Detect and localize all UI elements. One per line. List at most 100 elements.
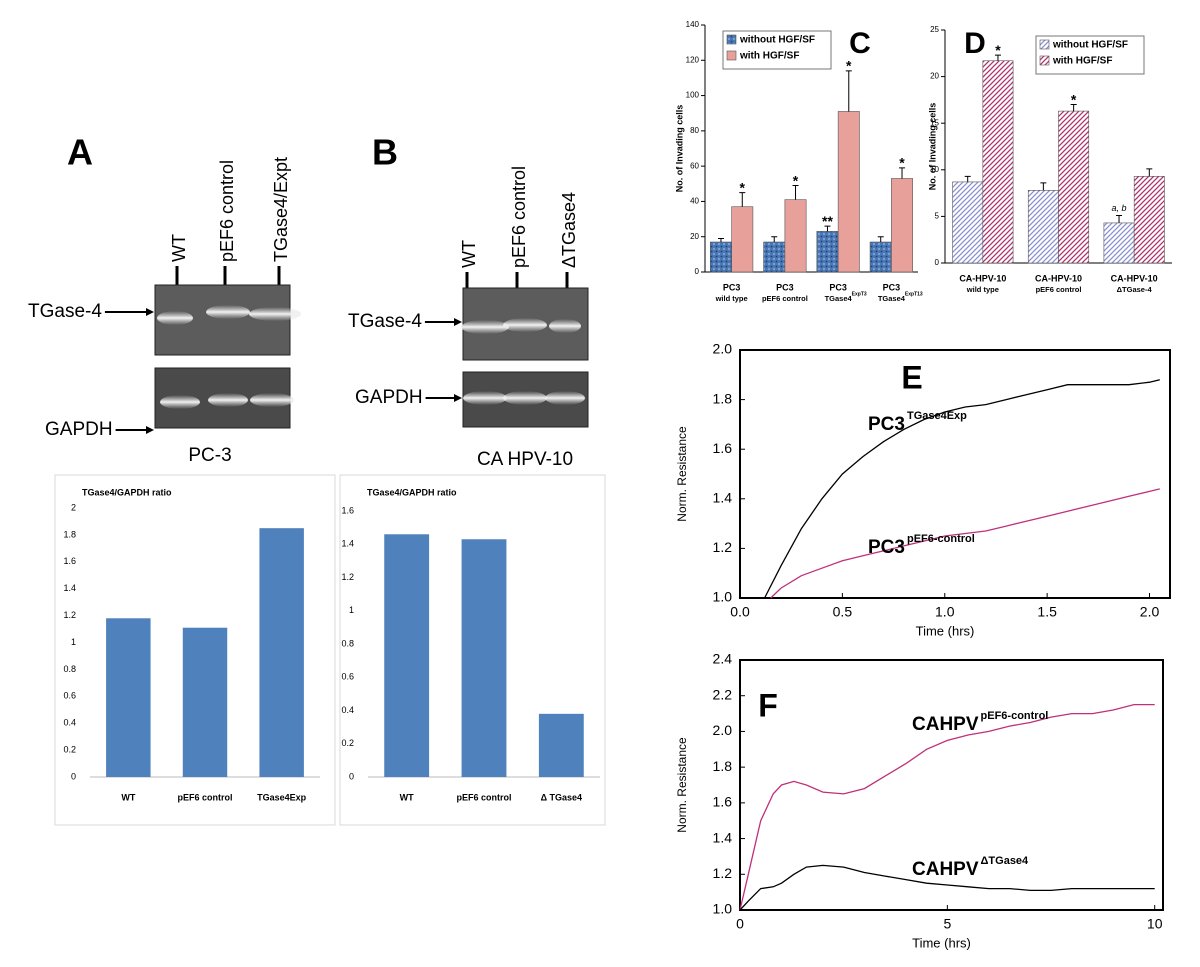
plot-frame (739, 349, 1171, 599)
gel-band (249, 307, 301, 321)
y-axis-label: No. of Invading cells (674, 105, 684, 193)
y-tick-label: 1.6 (63, 556, 76, 566)
cell-line: CA HPV-10 (477, 449, 573, 470)
y-tick-label: 1.2 (713, 865, 733, 881)
y-tick-label: 1.4 (713, 490, 733, 506)
error-bar (1146, 168, 1153, 177)
x-tick-label: CA-HPV-10 (1035, 273, 1082, 283)
bar (731, 206, 754, 273)
y-tick-label: 20 (690, 232, 699, 241)
y-tick-label: 120 (686, 55, 700, 64)
bar (869, 241, 892, 273)
y-tick-label: 2.0 (713, 722, 733, 738)
y-tick-label: 2 (71, 502, 76, 512)
y-tick-label: 0.2 (63, 744, 76, 754)
band-arrowhead (146, 308, 154, 316)
bar (1027, 190, 1059, 264)
bar (259, 528, 304, 777)
bar (1133, 176, 1165, 264)
bar (710, 241, 732, 273)
y-tick-label: 1.8 (713, 758, 733, 774)
y-tick-label: 2.0 (713, 341, 733, 357)
x-tick-label: TGase4Exp (257, 792, 307, 802)
y-tick-label: 0.6 (341, 672, 354, 682)
y-tick-label: 1 (71, 637, 76, 647)
error-bar (1040, 182, 1047, 191)
x-tick-label: TGase4 (825, 294, 853, 303)
data-line (764, 379, 1160, 599)
y-tick-label: 0 (71, 771, 76, 781)
lane-label: ΔTGase4 (559, 192, 579, 268)
bar (891, 178, 913, 273)
x-tick-label: 0.5 (833, 604, 853, 620)
bar (784, 199, 807, 273)
data-line (770, 488, 1160, 599)
significance-label: * (793, 172, 799, 188)
y-tick-label: 5 (935, 212, 940, 221)
x-tick-label: PC3 (883, 282, 901, 292)
y-tick-label: 0.2 (341, 738, 354, 748)
y-tick-label: 1.0 (713, 589, 733, 605)
x-tick-label: Δ TGase4 (541, 792, 583, 802)
gel-band (206, 305, 250, 319)
plot-frame (739, 659, 1164, 911)
error-bar (845, 70, 852, 112)
gel-band (503, 318, 547, 332)
y-tick-label: 25 (930, 25, 939, 34)
x-tick-label: 10 (1147, 916, 1163, 932)
lane-label: TGase4/Expt (271, 157, 291, 262)
band-arrowhead (454, 394, 462, 402)
y-tick-label: 15 (930, 118, 939, 127)
legend-label: without HGF/SF (739, 35, 815, 46)
error-bar (1070, 104, 1077, 112)
x-axis-label: Time (hrs) (912, 935, 971, 950)
error-bar (877, 236, 884, 243)
x-tick-label-sup: ExpT13 (905, 291, 923, 297)
legend-box (1035, 35, 1145, 75)
y-tick-label: 2.2 (713, 686, 733, 702)
significance-label: * (740, 179, 746, 195)
y-tick-label: 1.6 (713, 794, 733, 810)
y-tick-label: 0.4 (341, 705, 354, 715)
lane-label: pEF6 control (509, 166, 529, 268)
x-tick-label: pEF6 control (456, 792, 511, 802)
y-axis-label: Norm. Resistance (675, 426, 689, 522)
error-bar (792, 185, 799, 200)
series-label-sup: pEF6-control (907, 533, 975, 545)
panel-letter: A (67, 132, 93, 173)
band-arrowhead (454, 318, 462, 326)
y-tick-label: 1.6 (341, 505, 354, 515)
error-bar (964, 175, 971, 182)
data-line (739, 703, 1155, 911)
x-tick-label: wild type (715, 294, 748, 303)
series-label-sup: ΔTGase4 (981, 855, 1030, 867)
x-tick-label: 1.0 (935, 604, 955, 620)
legend-swatch (726, 34, 737, 45)
x-tick-label: 2.0 (1140, 604, 1160, 620)
x-tick-label: TGase4 (878, 294, 906, 303)
x-tick-label: ΔTGase-4 (1117, 285, 1153, 294)
bar (106, 618, 151, 777)
panel-letter: C (849, 27, 871, 60)
y-tick-label: 1 (349, 605, 354, 615)
x-tick-label: PC3 (723, 282, 741, 292)
gel-band (461, 320, 509, 334)
significance-label: ** (822, 213, 833, 229)
significance-label: * (899, 155, 905, 171)
y-tick-label: 60 (690, 161, 699, 170)
bar (1103, 222, 1135, 264)
series-label: PC3 (868, 414, 905, 435)
panel-letter: E (901, 359, 922, 395)
x-tick-label: wild type (966, 285, 999, 294)
bar (816, 231, 839, 273)
band-label: TGase-4 (348, 311, 422, 332)
y-tick-label: 1.2 (63, 610, 76, 620)
y-tick-label: 140 (686, 20, 700, 29)
significance-label: a, b (1112, 203, 1127, 213)
gel-band (160, 395, 200, 409)
error-bar (899, 167, 906, 179)
bar (182, 627, 228, 777)
y-tick-label: 20 (930, 72, 939, 81)
legend-box (722, 30, 832, 70)
band-label: GAPDH (355, 387, 423, 408)
